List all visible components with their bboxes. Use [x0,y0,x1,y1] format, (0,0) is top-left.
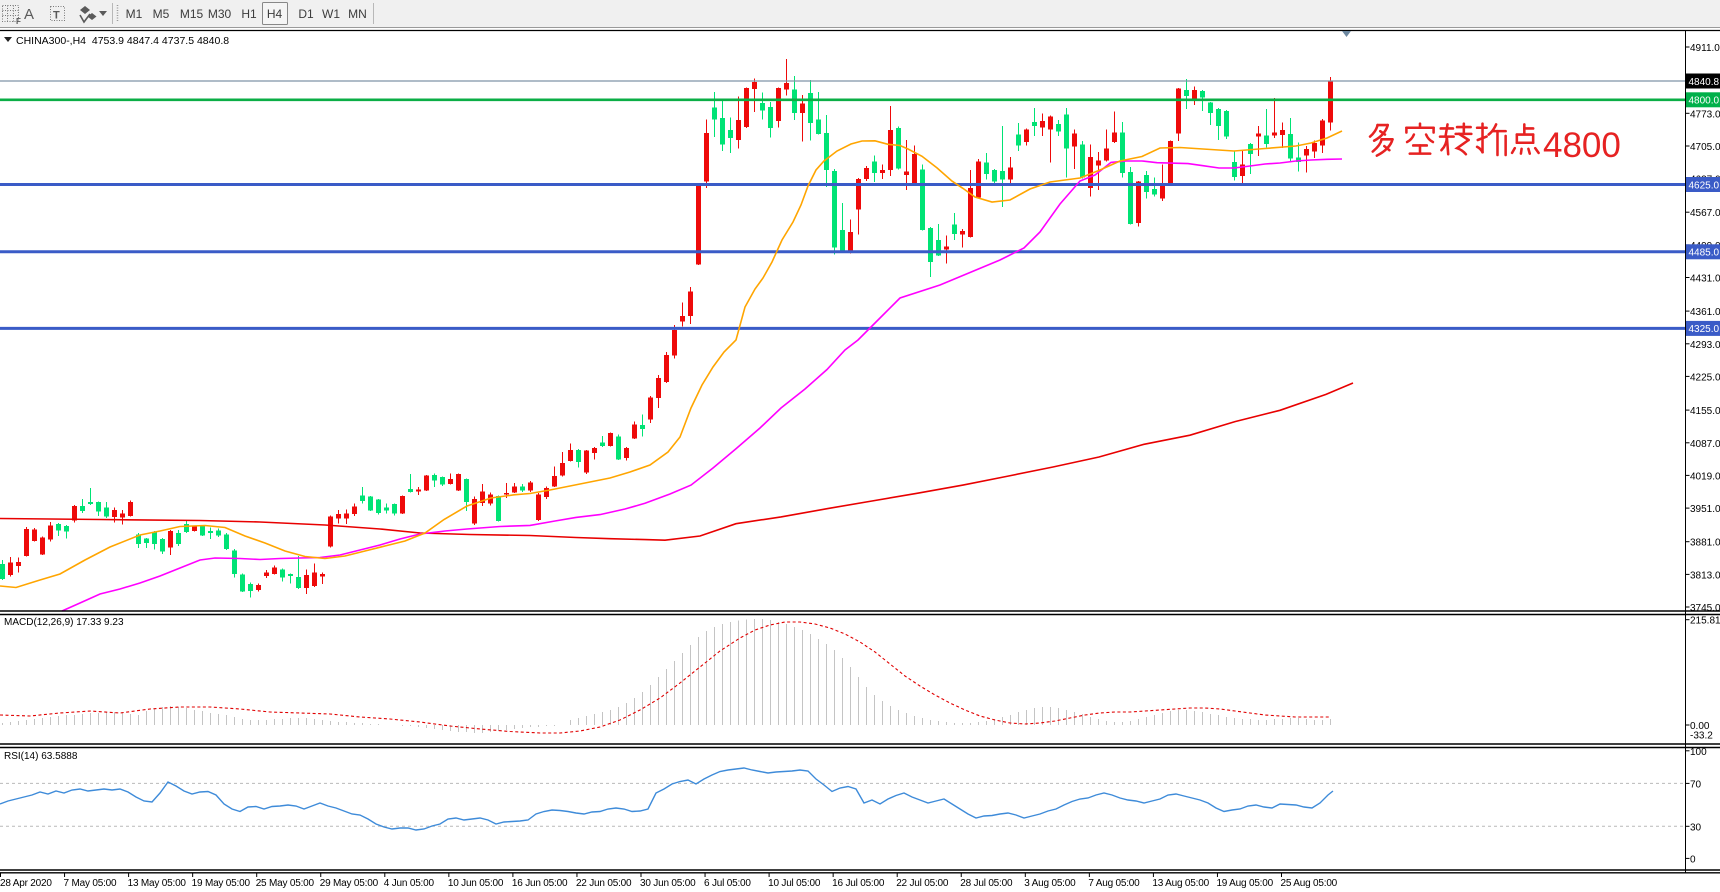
svg-text:4773.0: 4773.0 [1690,109,1720,120]
svg-text:19 May 05:00: 19 May 05:00 [192,878,251,889]
svg-text:F: F [16,17,21,26]
svg-text:A: A [24,6,34,23]
svg-text:13 May 05:00: 13 May 05:00 [128,878,187,889]
svg-text:T: T [53,10,60,22]
svg-text:4087.0: 4087.0 [1690,439,1720,450]
svg-text:RSI(14) 63.5888: RSI(14) 63.5888 [4,751,78,762]
svg-text:4225.0: 4225.0 [1690,372,1720,383]
svg-text:22 Jun 05:00: 22 Jun 05:00 [576,878,632,889]
svg-text:4800.0: 4800.0 [1689,96,1720,107]
svg-text:3881.0: 3881.0 [1690,538,1720,549]
svg-text:W1: W1 [322,7,340,21]
svg-text:16 Jul 05:00: 16 Jul 05:00 [832,878,885,889]
svg-text:7 May 05:00: 7 May 05:00 [64,878,117,889]
svg-text:25 Aug 05:00: 25 Aug 05:00 [1281,878,1338,889]
svg-text:10 Jun 05:00: 10 Jun 05:00 [448,878,504,889]
svg-text:100: 100 [1690,747,1707,758]
svg-text:30 Jun 05:00: 30 Jun 05:00 [640,878,696,889]
svg-text:M15: M15 [180,7,204,21]
svg-text:M5: M5 [153,7,170,21]
svg-text:4800: 4800 [1543,126,1621,165]
svg-text:4155.0: 4155.0 [1690,406,1720,417]
svg-text:13 Aug 05:00: 13 Aug 05:00 [1152,878,1209,889]
svg-text:16 Jun 05:00: 16 Jun 05:00 [512,878,568,889]
svg-text:4840.8: 4840.8 [1689,77,1720,88]
svg-text:28 Apr 2020: 28 Apr 2020 [0,878,52,889]
svg-text:4 Jun 05:00: 4 Jun 05:00 [384,878,435,889]
svg-text:4485.0: 4485.0 [1689,248,1720,259]
svg-text:30: 30 [1690,822,1702,833]
svg-text:H1: H1 [241,7,257,21]
svg-text:4431.0: 4431.0 [1690,274,1720,285]
svg-text:M30: M30 [208,7,232,21]
svg-text:D1: D1 [298,7,314,21]
svg-text:4019.0: 4019.0 [1690,471,1720,482]
svg-text:10 Jul 05:00: 10 Jul 05:00 [768,878,821,889]
svg-text:4625.0: 4625.0 [1689,180,1720,191]
svg-text:22 Jul 05:00: 22 Jul 05:00 [896,878,949,889]
svg-text:H4: H4 [267,7,283,21]
svg-text:29 May 05:00: 29 May 05:00 [320,878,379,889]
svg-text:4325.0: 4325.0 [1689,324,1720,335]
svg-text:4705.0: 4705.0 [1690,142,1720,153]
svg-text:3813.0: 3813.0 [1690,570,1720,581]
svg-text:215.81: 215.81 [1690,616,1720,627]
svg-text:19 Aug 05:00: 19 Aug 05:00 [1216,878,1273,889]
svg-text:0: 0 [1690,854,1696,865]
svg-text:CHINA300-,H4 4753.9 4847.4 47: CHINA300-,H4 4753.9 4847.4 4737.5 4840.8 [16,35,229,47]
svg-text:MACD(12,26,9) 17.33 9.23: MACD(12,26,9) 17.33 9.23 [4,617,124,628]
svg-text:4361.0: 4361.0 [1690,307,1720,318]
svg-text:M1: M1 [126,7,143,21]
svg-text:6 Jul 05:00: 6 Jul 05:00 [704,878,751,889]
svg-text:70: 70 [1690,779,1702,790]
svg-text:25 May 05:00: 25 May 05:00 [256,878,315,889]
svg-text:7 Aug 05:00: 7 Aug 05:00 [1088,878,1140,889]
svg-text:MN: MN [348,7,367,21]
svg-text:0.00: 0.00 [1690,721,1710,732]
svg-text:-33.2: -33.2 [1690,731,1713,742]
svg-text:4911.0: 4911.0 [1690,43,1720,54]
svg-text:3951.0: 3951.0 [1690,504,1720,515]
svg-text:28 Jul 05:00: 28 Jul 05:00 [960,878,1013,889]
svg-text:3 Aug 05:00: 3 Aug 05:00 [1024,878,1076,889]
svg-text:3745.0: 3745.0 [1690,603,1720,614]
svg-text:4567.0: 4567.0 [1690,208,1720,219]
svg-text:4293.0: 4293.0 [1690,340,1720,351]
